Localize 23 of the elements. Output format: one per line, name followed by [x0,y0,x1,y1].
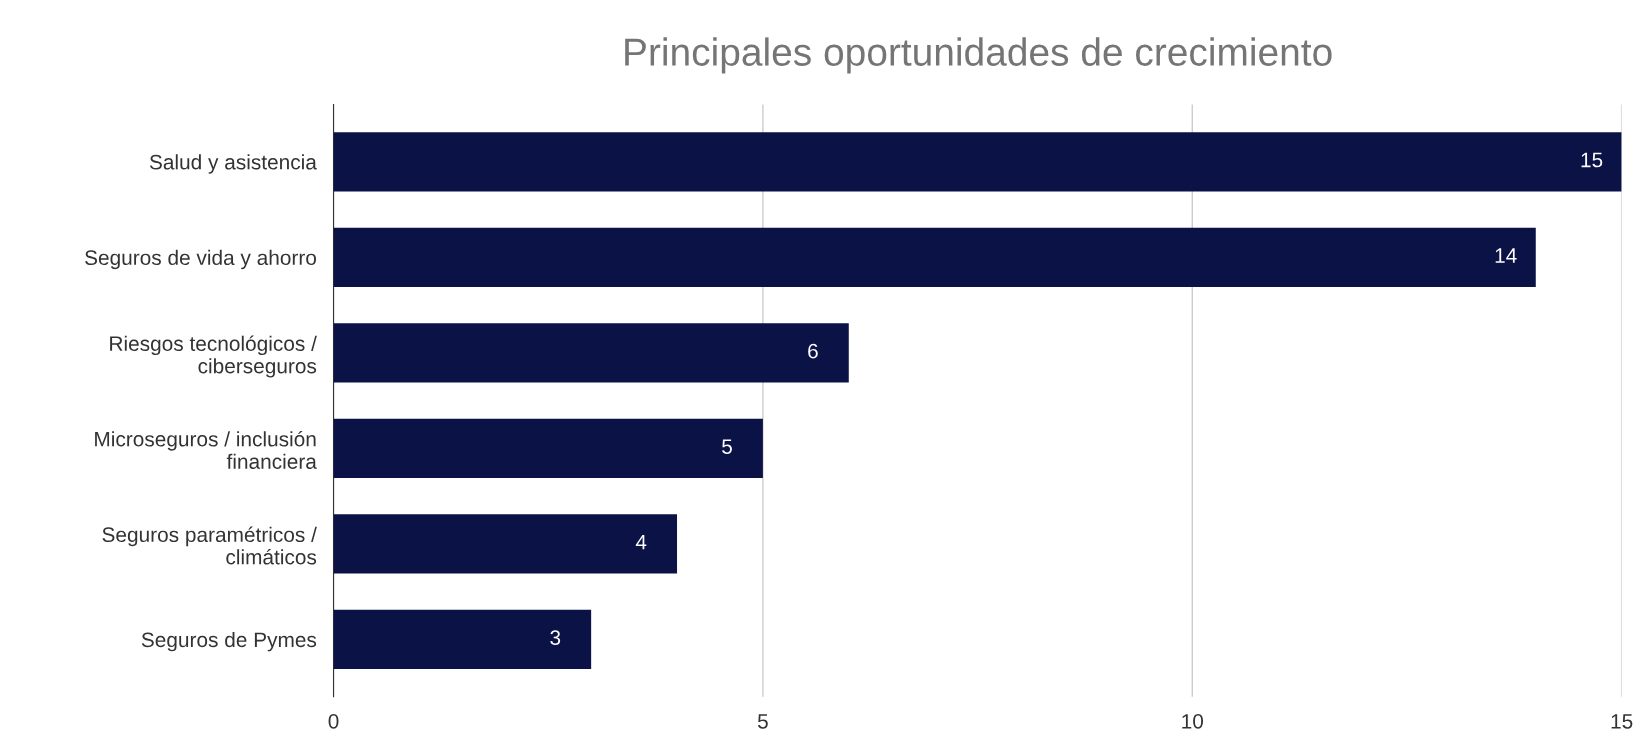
data-label: 6 [808,343,818,359]
bar [333,227,1536,287]
y-tick-label: Seguros paramétricos / climáticos [102,526,317,565]
bar [333,609,592,670]
y-tick-label: Salud y asistencia [149,154,317,174]
data-label: 3 [550,630,561,646]
data-label: 5 [722,439,732,454]
bar [333,514,678,574]
data-label: 14 [1495,248,1517,263]
x-tick-label: 5 [757,714,768,729]
data-label: 4 [635,534,647,550]
x-tick-label: 0 [328,713,339,729]
y-tick-label: Riesgos tecnológicos / ciberseguros [110,335,317,378]
x-tick-label: 10 [1182,713,1204,729]
x-tick-label: 15 [1611,714,1633,729]
y-tick-label: Seguros de vida y ahorro [85,249,317,270]
chart-title: Principales oportunidades de crecimiento [625,37,1332,74]
y-tick-label: Microseguros / inclusión financiera [95,430,317,469]
bar [333,418,763,478]
y-tick-label: Seguros de Pymes [141,631,317,652]
bar [333,323,849,383]
bar [333,132,1622,192]
data-label: 15 [1581,152,1603,168]
